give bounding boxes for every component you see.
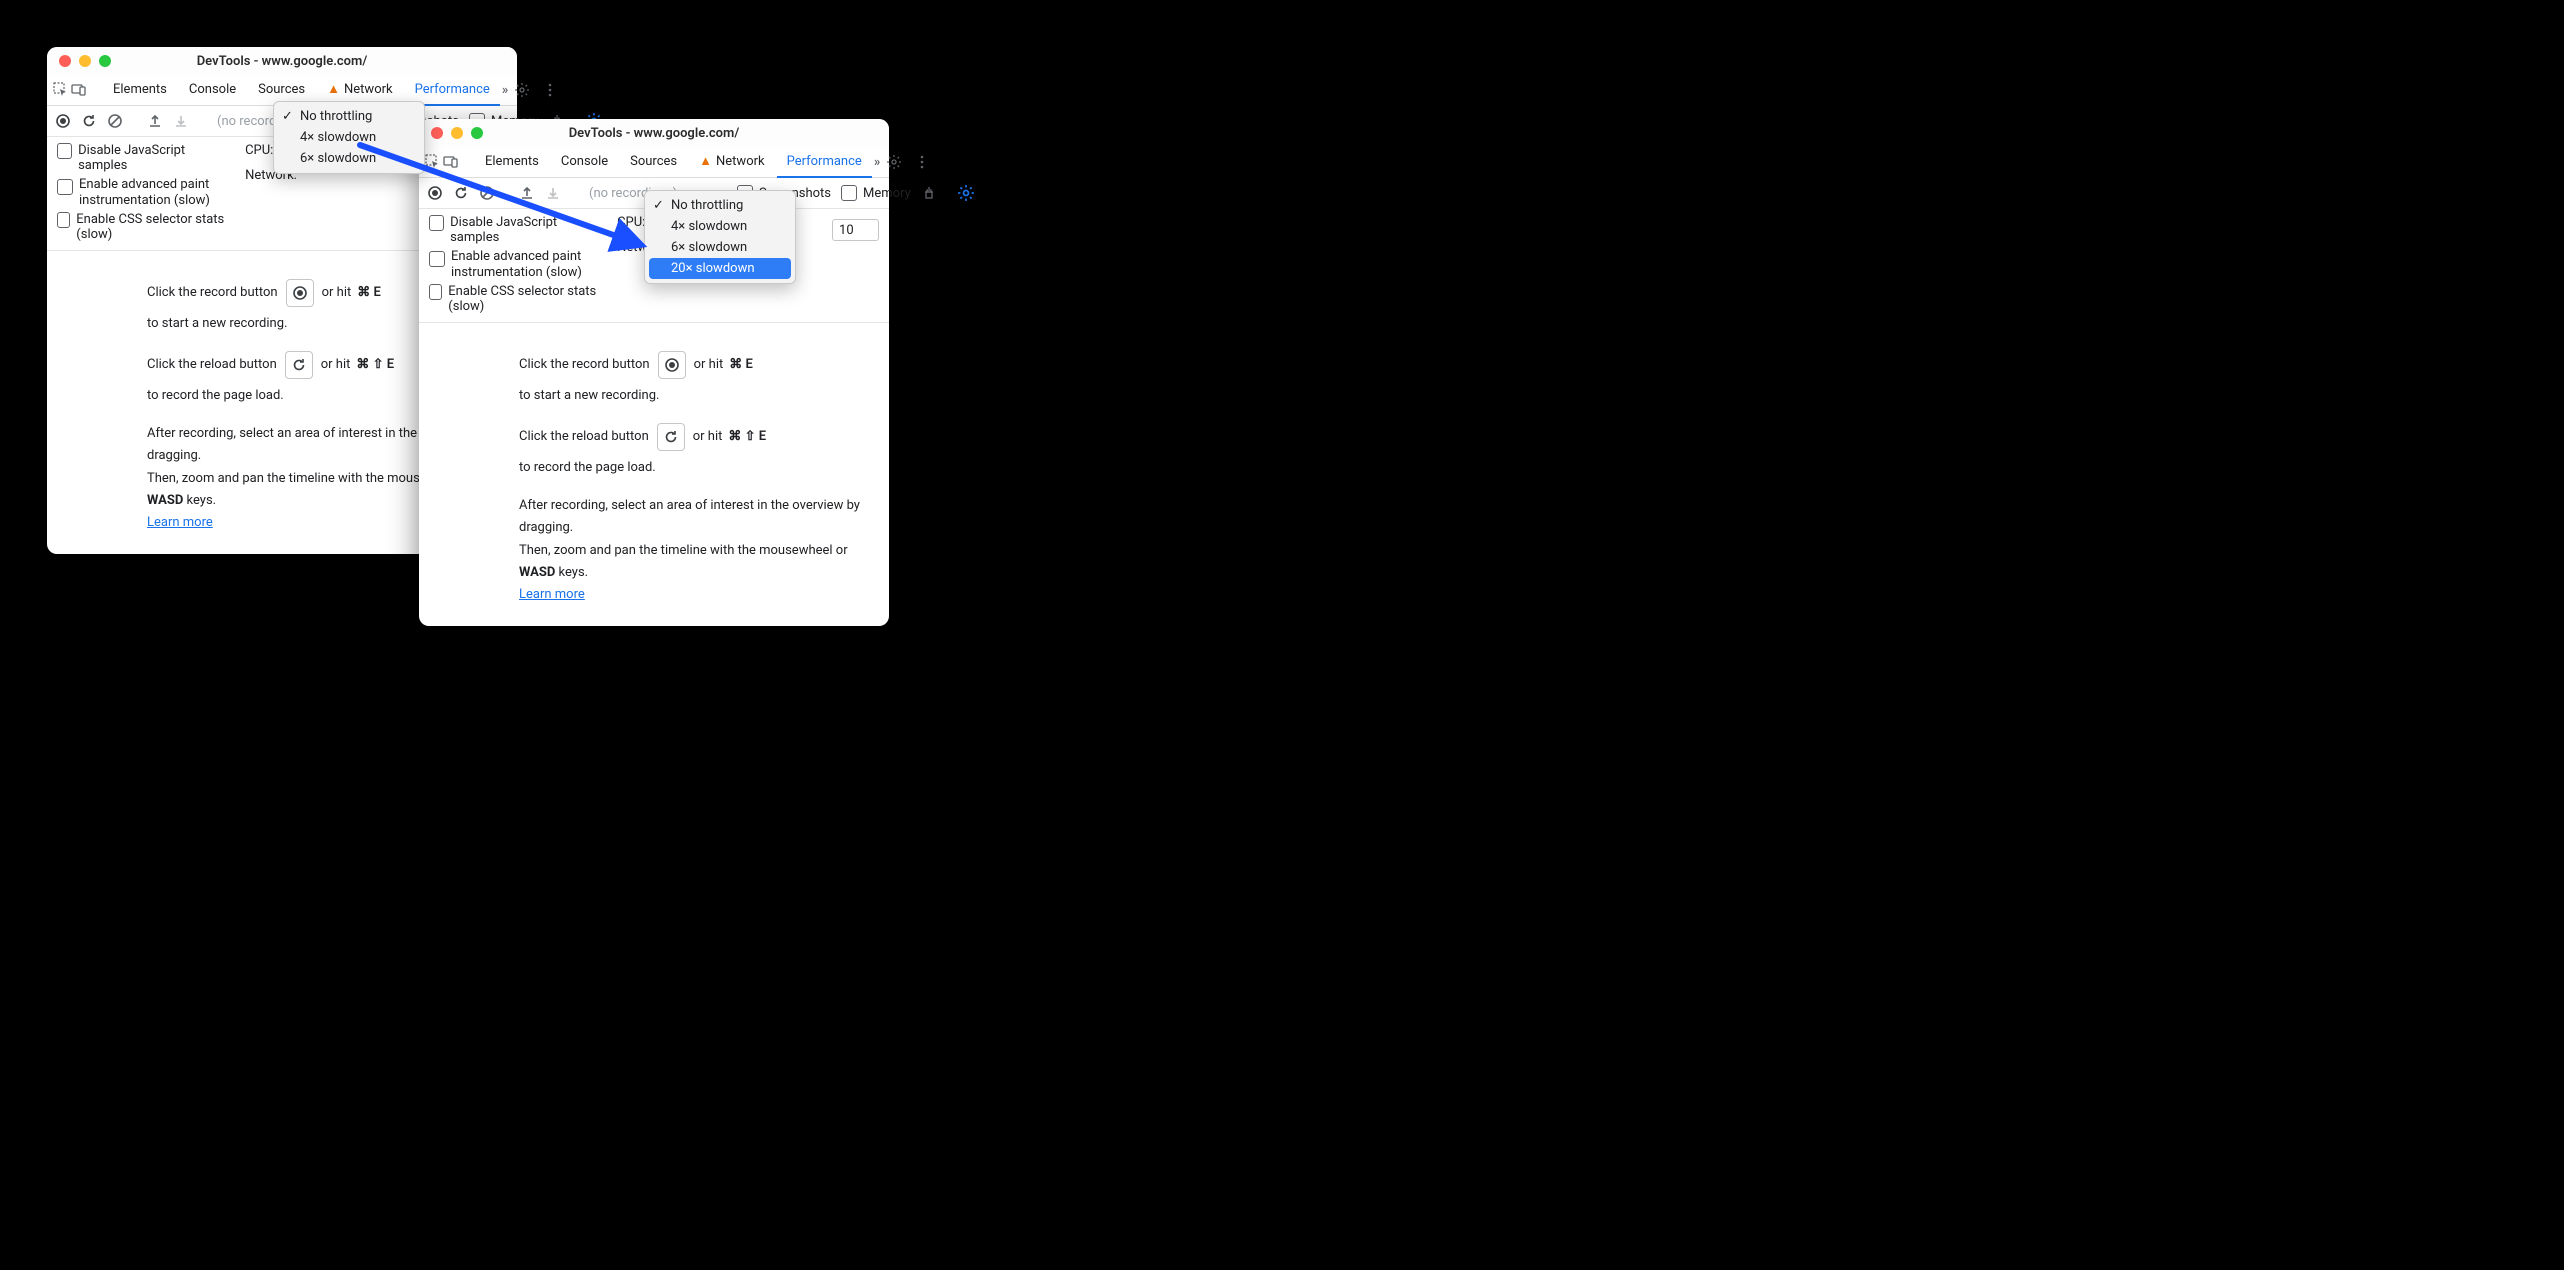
cpu-throttling-menu: No throttling 4× slowdown 6× slowdown 20… bbox=[644, 190, 796, 284]
devtools-window-after: DevTools - www.google.com/ Elements Cons… bbox=[419, 119, 889, 626]
cpu-label: CPU: bbox=[245, 143, 273, 158]
close-window-button[interactable] bbox=[59, 55, 71, 67]
enable-css-stats-checkbox[interactable]: Enable CSS selector stats (slow) bbox=[57, 212, 227, 242]
tab-console[interactable]: Console bbox=[179, 74, 246, 106]
memory-checkbox[interactable]: Memory bbox=[841, 185, 911, 201]
titlebar: DevTools - www.google.com/ bbox=[419, 119, 889, 147]
settings-left-column: Disable JavaScript samples Enable advanc… bbox=[429, 215, 599, 314]
device-toggle-icon[interactable] bbox=[71, 78, 87, 102]
record-icon-inline[interactable] bbox=[286, 279, 314, 307]
reload-icon-inline[interactable] bbox=[285, 351, 313, 379]
close-window-button[interactable] bbox=[431, 127, 443, 139]
maximize-window-button[interactable] bbox=[99, 55, 111, 67]
menu-item-no-throttling[interactable]: No throttling bbox=[645, 195, 795, 216]
clear-button[interactable] bbox=[107, 110, 123, 132]
reload-hint-line: Click the reload button or hit ⌘ ⇧ E to … bbox=[519, 423, 865, 479]
reload-button[interactable] bbox=[453, 182, 469, 204]
enable-paint-checkbox[interactable]: Enable advanced paint instrumentation (s… bbox=[429, 249, 599, 280]
enable-paint-label: Enable advanced paint instrumentation (s… bbox=[79, 177, 210, 208]
stage: DevTools - www.google.com/ Elements Cons… bbox=[0, 0, 1538, 762]
cpu-throttling-menu: No throttling 4× slowdown 6× slowdown bbox=[273, 101, 425, 174]
tab-performance-label: Performance bbox=[415, 82, 490, 97]
tab-sources[interactable]: Sources bbox=[620, 146, 687, 178]
download-button[interactable] bbox=[545, 182, 561, 204]
settings-left-column: Disable JavaScript samples Enable advanc… bbox=[57, 143, 227, 242]
more-tabs-button[interactable]: » bbox=[874, 150, 880, 174]
reload-icon-inline[interactable] bbox=[657, 423, 685, 451]
minimize-window-button[interactable] bbox=[451, 127, 463, 139]
tab-console[interactable]: Console bbox=[551, 146, 618, 178]
upload-button[interactable] bbox=[519, 182, 535, 204]
settings-icon[interactable] bbox=[510, 78, 534, 102]
kebab-menu-icon[interactable] bbox=[538, 78, 562, 102]
upload-button[interactable] bbox=[147, 110, 163, 132]
learn-more-link[interactable]: Learn more bbox=[147, 515, 213, 530]
menu-item-no-throttling[interactable]: No throttling bbox=[274, 106, 424, 127]
kebab-menu-icon[interactable] bbox=[910, 150, 934, 174]
window-title: DevTools - www.google.com/ bbox=[197, 54, 368, 69]
learn-more-link[interactable]: Learn more bbox=[519, 587, 585, 602]
download-button[interactable] bbox=[173, 110, 189, 132]
hw-concurrency-input[interactable]: 10 bbox=[832, 219, 879, 241]
minimize-window-button[interactable] bbox=[79, 55, 91, 67]
tab-performance[interactable]: Performance bbox=[777, 146, 872, 178]
menu-item-6x[interactable]: 6× slowdown bbox=[645, 237, 795, 258]
checkbox-icon bbox=[841, 185, 857, 201]
inspect-icon[interactable] bbox=[425, 150, 441, 174]
garbage-collect-button[interactable] bbox=[921, 182, 937, 204]
reload-button[interactable] bbox=[81, 110, 97, 132]
tab-network[interactable]: ▲Network bbox=[689, 146, 774, 178]
checkbox-icon bbox=[57, 179, 73, 195]
enable-paint-label: Enable advanced paint instrumentation (s… bbox=[451, 249, 582, 280]
checkbox-icon bbox=[429, 251, 445, 267]
record-button[interactable] bbox=[55, 110, 71, 132]
reload-shortcut: ⌘ ⇧ E bbox=[356, 354, 394, 376]
checkbox-icon bbox=[57, 143, 72, 159]
tabs-bar: Elements Console Sources ▲Network Perfor… bbox=[419, 147, 889, 178]
record-button[interactable] bbox=[427, 182, 443, 204]
enable-css-stats-checkbox[interactable]: Enable CSS selector stats (slow) bbox=[429, 284, 599, 314]
performance-empty-state: Click the record button or hit ⌘ E to st… bbox=[419, 323, 889, 626]
record-shortcut: ⌘ E bbox=[357, 282, 381, 304]
titlebar: DevTools - www.google.com/ bbox=[47, 47, 517, 75]
tab-elements[interactable]: Elements bbox=[475, 146, 549, 178]
checkbox-icon bbox=[429, 284, 442, 300]
enable-paint-checkbox[interactable]: Enable advanced paint instrumentation (s… bbox=[57, 177, 227, 208]
enable-css-stats-label: Enable CSS selector stats (slow) bbox=[76, 212, 227, 242]
warning-icon: ▲ bbox=[327, 81, 340, 97]
tab-sources-label: Sources bbox=[258, 82, 305, 97]
inspect-icon[interactable] bbox=[53, 78, 69, 102]
tab-console-label: Console bbox=[189, 82, 236, 97]
more-tabs-button[interactable]: » bbox=[502, 78, 508, 102]
disable-js-samples-label: Disable JavaScript samples bbox=[78, 143, 227, 173]
settings-icon[interactable] bbox=[882, 150, 906, 174]
record-hint-line: Click the record button or hit ⌘ E to st… bbox=[519, 351, 865, 407]
capture-settings-icon[interactable] bbox=[957, 182, 975, 204]
menu-item-6x[interactable]: 6× slowdown bbox=[274, 148, 424, 169]
tab-elements-label: Elements bbox=[113, 82, 167, 97]
tab-network-label: Network bbox=[344, 82, 393, 97]
clear-button[interactable] bbox=[479, 182, 495, 204]
disable-js-samples-checkbox[interactable]: Disable JavaScript samples bbox=[57, 143, 227, 173]
menu-item-4x[interactable]: 4× slowdown bbox=[274, 127, 424, 148]
tab-elements[interactable]: Elements bbox=[103, 74, 177, 106]
checkbox-icon bbox=[429, 215, 444, 231]
warning-icon: ▲ bbox=[699, 153, 712, 169]
maximize-window-button[interactable] bbox=[471, 127, 483, 139]
window-title: DevTools - www.google.com/ bbox=[569, 126, 740, 141]
checkbox-icon bbox=[57, 212, 70, 228]
traffic-lights bbox=[431, 127, 483, 139]
disable-js-samples-checkbox[interactable]: Disable JavaScript samples bbox=[429, 215, 599, 245]
menu-item-20x[interactable]: 20× slowdown bbox=[649, 258, 791, 279]
traffic-lights bbox=[59, 55, 111, 67]
record-icon-inline[interactable] bbox=[658, 351, 686, 379]
menu-item-4x[interactable]: 4× slowdown bbox=[645, 216, 795, 237]
device-toggle-icon[interactable] bbox=[443, 150, 459, 174]
after-recording-hint: After recording, select an area of inter… bbox=[519, 495, 865, 605]
